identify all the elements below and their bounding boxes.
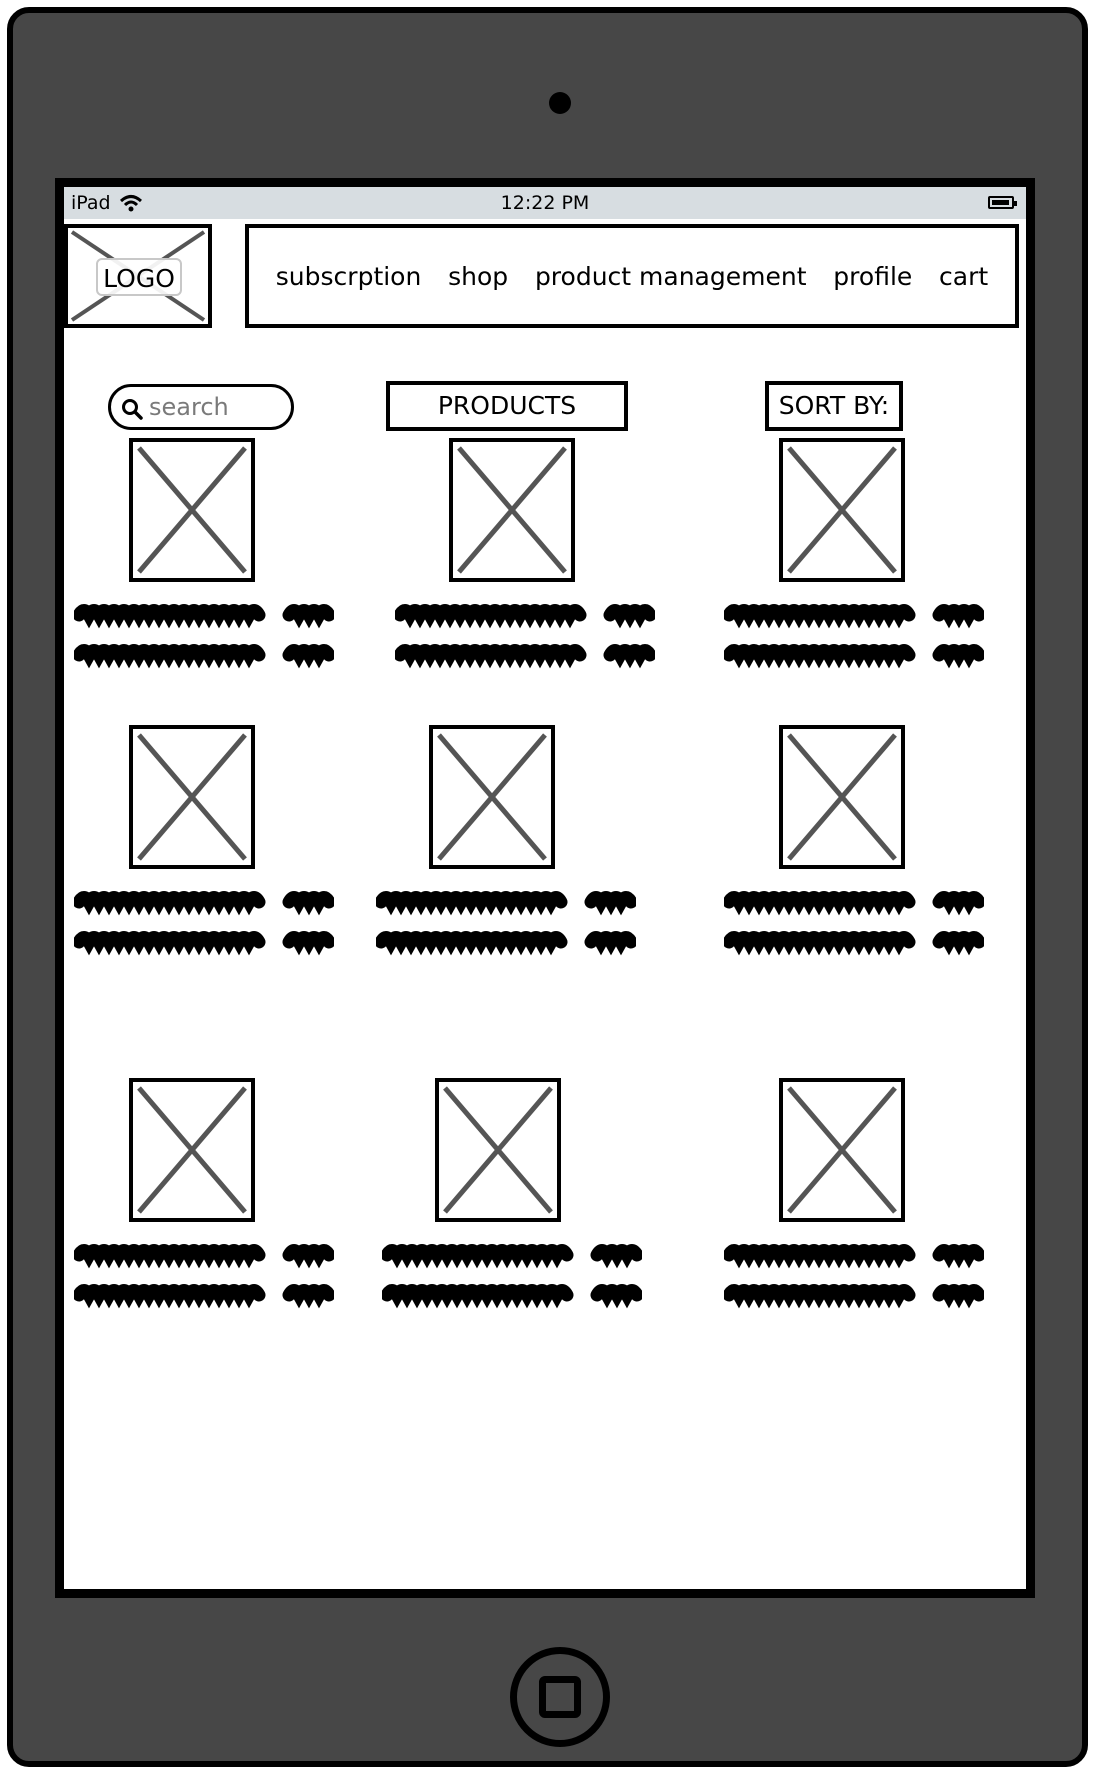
product-text-scribble (724, 891, 984, 956)
product-card[interactable] (724, 725, 984, 975)
logo[interactable]: LOGO (64, 224, 212, 328)
product-card[interactable] (724, 1078, 984, 1328)
status-left: iPad (71, 192, 143, 214)
product-image (779, 438, 905, 582)
product-text-scribble (376, 891, 636, 956)
battery-icon (988, 196, 1017, 209)
camera-icon (549, 92, 571, 114)
image-placeholder-icon (137, 1086, 247, 1214)
nav-item-product-management[interactable]: product management (534, 261, 807, 291)
wifi-icon (119, 195, 142, 212)
search-icon (122, 399, 143, 420)
product-image (129, 438, 255, 582)
nav-item-profile[interactable]: profile (833, 261, 913, 291)
status-time: 12:22 PM (500, 192, 590, 214)
home-square-icon (539, 1676, 581, 1718)
home-button[interactable] (510, 1647, 610, 1747)
product-text-scribble (724, 604, 984, 669)
product-text-scribble (74, 604, 334, 669)
product-card[interactable] (724, 438, 984, 688)
nav-bar: subscrption shop product management prof… (245, 224, 1019, 328)
product-image (429, 725, 555, 869)
search-input[interactable] (149, 391, 285, 423)
image-placeholder-icon (443, 1086, 553, 1214)
image-placeholder-icon (787, 733, 897, 861)
product-card[interactable] (74, 438, 334, 688)
product-image (779, 1078, 905, 1222)
product-card[interactable] (376, 725, 636, 975)
logo-label: LOGO (96, 258, 182, 296)
sort-by-button[interactable]: SORT BY: (765, 381, 903, 431)
product-image (449, 438, 575, 582)
products-heading: PRODUCTS (386, 381, 628, 431)
tablet-screen: iPad 12:22 PM LOGO subscrption shop prod… (55, 178, 1035, 1598)
product-image (435, 1078, 561, 1222)
product-image (129, 1078, 255, 1222)
search-box[interactable] (108, 384, 294, 430)
nav-item-cart[interactable]: cart (939, 261, 989, 291)
product-card[interactable] (395, 438, 655, 688)
product-card[interactable] (74, 1078, 334, 1328)
status-bar: iPad 12:22 PM (64, 187, 1026, 219)
product-card[interactable] (74, 725, 334, 975)
image-placeholder-icon (137, 446, 247, 574)
nav-item-subscription[interactable]: subscrption (275, 261, 422, 291)
image-placeholder-icon (437, 733, 547, 861)
device-label: iPad (71, 192, 111, 214)
image-placeholder-icon (787, 1086, 897, 1214)
image-placeholder-icon (457, 446, 567, 574)
image-placeholder-icon (787, 446, 897, 574)
product-text-scribble (74, 891, 334, 956)
product-text-scribble (724, 1244, 984, 1309)
product-image (779, 725, 905, 869)
product-card[interactable] (382, 1078, 642, 1328)
nav-item-shop[interactable]: shop (448, 261, 509, 291)
product-text-scribble (74, 1244, 334, 1309)
product-text-scribble (382, 1244, 642, 1309)
product-text-scribble (395, 604, 655, 669)
product-image (129, 725, 255, 869)
battery-level (992, 200, 1009, 205)
image-placeholder-icon (137, 733, 247, 861)
